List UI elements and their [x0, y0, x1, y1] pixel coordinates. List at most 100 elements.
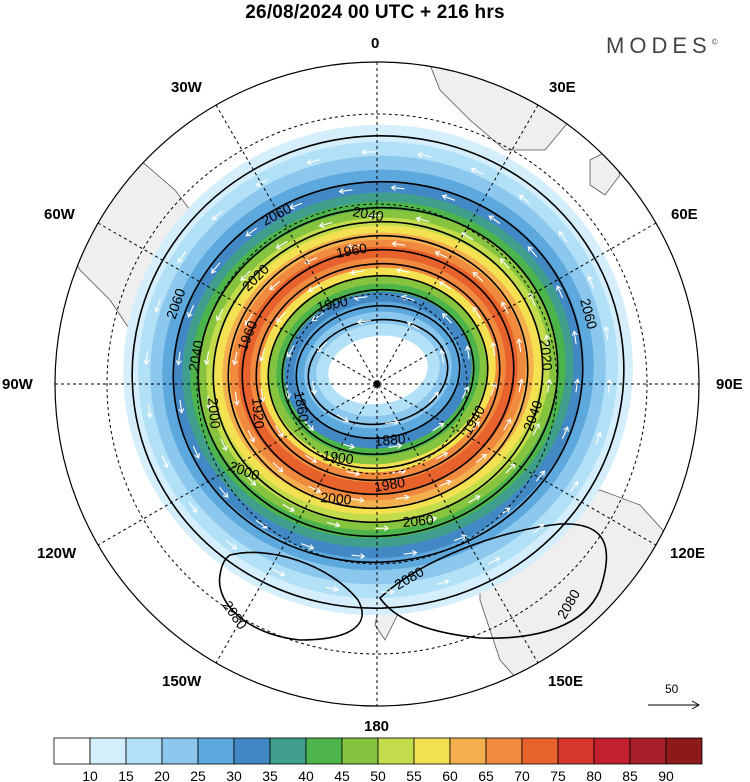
wind-vector-arrow	[453, 534, 468, 542]
wind-vector-arrow	[569, 480, 579, 493]
wind-vector-arrow	[461, 386, 470, 399]
wind-vector-arrow	[218, 486, 229, 499]
wind-vector-arrow	[488, 215, 501, 224]
contour-label: 1920	[249, 397, 268, 430]
wind-vector-arrow	[375, 525, 390, 532]
wind-vector-arrow	[269, 280, 281, 291]
wind-vector-arrow	[518, 378, 525, 393]
wind-vector-arrow	[501, 301, 509, 315]
wind-vector-arrow	[603, 325, 610, 340]
wind-vector-arrow	[442, 313, 453, 324]
wind-vector-arrow	[210, 262, 221, 274]
contour-label: 1900	[315, 293, 349, 315]
latitude-ring	[286, 293, 468, 475]
wind-vector-arrow	[258, 348, 266, 362]
wind-vector-arrow	[395, 267, 410, 274]
contour-1980	[227, 234, 529, 510]
wind-vector-arrow	[438, 479, 452, 487]
wind-vector-arrow	[240, 270, 251, 282]
colorbar-swatch	[161, 737, 199, 765]
wind-vector-arrow	[225, 540, 238, 550]
colorbar-swatch	[377, 737, 415, 765]
wind-vector-arrow	[351, 553, 366, 560]
lon-label-180: 180	[364, 718, 390, 735]
wind-vector-arrow	[301, 543, 315, 550]
wind-vector-arrow	[246, 475, 257, 486]
wind-vector-arrow	[272, 569, 286, 577]
contour-2060	[131, 135, 625, 609]
meridian	[97, 222, 657, 546]
wind-vector-arrow	[487, 557, 501, 565]
wind-vector-arrow	[535, 470, 546, 482]
colorbar-tick-label: 50	[370, 768, 386, 782]
wind-vector-arrow	[472, 306, 481, 319]
contour-label: 2000	[205, 397, 224, 430]
wind-vector-arrow	[415, 216, 430, 223]
modes-logo: MODES©	[606, 33, 718, 59]
contour-label: 1900	[322, 447, 355, 467]
wind-vector-arrow	[233, 391, 240, 406]
colorbar-tick-label: 25	[190, 768, 206, 782]
map-boundary	[54, 61, 700, 707]
contour-1880	[295, 304, 461, 440]
wind-vector-arrow	[544, 334, 550, 349]
copyright-mark: ©	[711, 37, 718, 47]
wind-vector-arrow	[561, 426, 569, 440]
lon-label-120e: 120E	[670, 545, 706, 562]
wind-vector-arrow	[361, 149, 376, 156]
wind-vector-arrow	[571, 330, 578, 345]
colorbar-tick-label: 60	[442, 768, 458, 782]
wind-vector-arrow	[439, 348, 446, 363]
colorbar-tick-label: 80	[586, 768, 602, 782]
wind-vector-arrow	[366, 212, 381, 219]
contour-label: 1860	[291, 390, 312, 424]
colorbar-tick-label: 65	[478, 768, 494, 782]
contour-label: 2040	[351, 203, 385, 224]
colorbar-swatch	[593, 737, 631, 765]
wind-vector-arrow	[285, 384, 292, 399]
wind-speed-shading	[123, 124, 633, 616]
graticule	[55, 62, 699, 706]
wind-vector-arrow	[390, 184, 405, 191]
wind-vector-arrow	[247, 429, 255, 443]
reference-arrow-head	[691, 700, 701, 710]
wind-vector-arrow	[435, 452, 449, 460]
high-contours	[218, 523, 608, 641]
wind-vector-arrow	[490, 341, 497, 356]
wind-vector-arrow	[177, 251, 187, 264]
contour-1900	[281, 288, 475, 456]
wind-vector-arrow	[282, 503, 295, 512]
wind-vector-arrow	[472, 271, 484, 282]
colorbar-swatch	[485, 737, 523, 765]
wind-vector-arrow	[395, 494, 410, 501]
wind-vector-arrow	[211, 210, 223, 221]
wind-vector-arrow	[391, 240, 406, 247]
lon-label-120w: 120W	[37, 545, 77, 562]
wind-vector-arrow	[245, 227, 258, 237]
wind-vector-arrow	[338, 188, 353, 195]
wind-vector-arrow	[306, 159, 321, 165]
colorbar-tick-label: 35	[262, 768, 278, 782]
wind-vector-arrow	[286, 345, 295, 358]
lon-label-150e: 150E	[548, 673, 584, 690]
colorbar-swatch	[125, 737, 163, 765]
wind-vector-arrow	[341, 443, 355, 450]
wind-vector-arrow	[231, 351, 238, 366]
height-contours	[131, 135, 625, 609]
wind-vector-arrow	[558, 230, 568, 243]
wind-vector-arrow	[403, 549, 418, 556]
latitude-ring	[106, 113, 648, 655]
wind-vector-arrow	[595, 431, 602, 445]
wind-vector-arrow	[388, 442, 403, 449]
contour-label: 2060	[577, 297, 601, 331]
wind-vector-arrow	[188, 501, 198, 514]
colorbar-tick-label: 45	[334, 768, 350, 782]
contour-1940	[255, 262, 501, 482]
wind-vector-arrow	[143, 351, 150, 366]
lon-label-60w: 60W	[44, 206, 75, 223]
pole-marker	[373, 380, 381, 388]
wind-vector-arrow	[154, 299, 161, 313]
wind-vector-arrow	[175, 351, 182, 366]
contour-label: 2000	[320, 489, 353, 508]
